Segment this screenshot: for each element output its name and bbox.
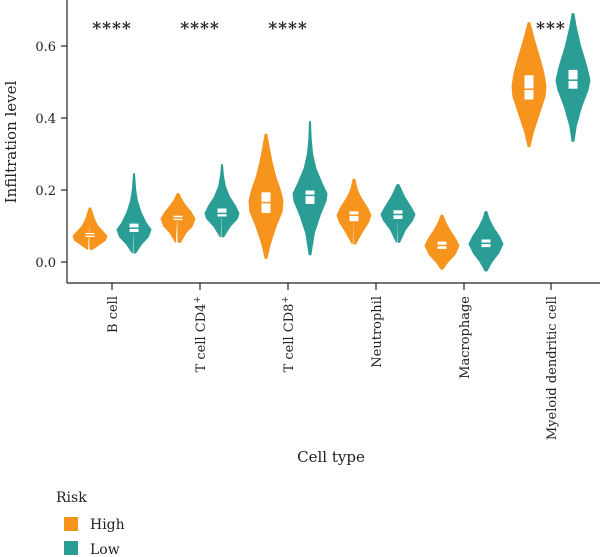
violin-box — [567, 68, 579, 90]
violin-high-1 — [72, 207, 108, 250]
x-axis-title: Cell type — [297, 448, 365, 466]
violin-low-6 — [555, 13, 591, 142]
violin-low-3 — [292, 121, 328, 256]
legend-title: Risk — [56, 490, 87, 506]
significance-labels: **** **** **** *** — [92, 19, 566, 39]
legend-swatch-low — [64, 541, 78, 555]
x-tick-label: T cell CD8+ — [281, 296, 297, 372]
violin-high-5 — [424, 214, 460, 270]
significance-label: **** — [268, 19, 308, 39]
violin-box — [216, 207, 228, 218]
violin-high-2 — [160, 193, 196, 243]
y-axis-ticks: 0.0 0.2 0.4 0.6 — [35, 40, 67, 271]
violin-high-4 — [336, 178, 372, 245]
legend-swatch-high — [64, 517, 78, 531]
y-tick-label: 0.6 — [35, 40, 56, 55]
violin-low-1 — [116, 173, 152, 254]
significance-label: *** — [536, 19, 566, 39]
legend: Risk High Low — [56, 490, 125, 557]
violin-low-4 — [380, 184, 416, 243]
x-axis-ticks: B cell T cell CD4+ T cell CD8+ Neutrophil Ma… — [106, 283, 560, 440]
legend-label-low: Low — [90, 542, 120, 557]
violin-high-3 — [248, 133, 284, 259]
significance-label: **** — [180, 19, 220, 39]
y-tick-label: 0.2 — [35, 184, 56, 199]
significance-label: **** — [92, 19, 132, 39]
x-tick-label: Neutrophil — [370, 296, 385, 368]
violin-low-2 — [204, 164, 240, 238]
y-axis-title: Infiltration level — [2, 80, 20, 203]
x-tick-label: Macrophage — [458, 296, 473, 379]
violin-box — [523, 74, 535, 101]
violin-low-5 — [468, 211, 504, 272]
violin-box — [304, 189, 316, 205]
violin-high-6 — [511, 22, 547, 148]
y-tick-label: 0.0 — [35, 256, 56, 271]
x-tick-label-superscript: + — [281, 296, 291, 304]
legend-label-high: High — [90, 517, 125, 533]
x-tick-label-superscript: + — [193, 296, 203, 304]
plot-marks — [72, 13, 591, 272]
x-tick-label: B cell — [106, 296, 121, 333]
x-tick-label: T cell CD4+ — [193, 296, 209, 372]
x-tick-label: Myeloid dendritic cell — [545, 296, 560, 440]
y-tick-label: 0.4 — [35, 112, 56, 127]
violin-box — [348, 210, 360, 223]
